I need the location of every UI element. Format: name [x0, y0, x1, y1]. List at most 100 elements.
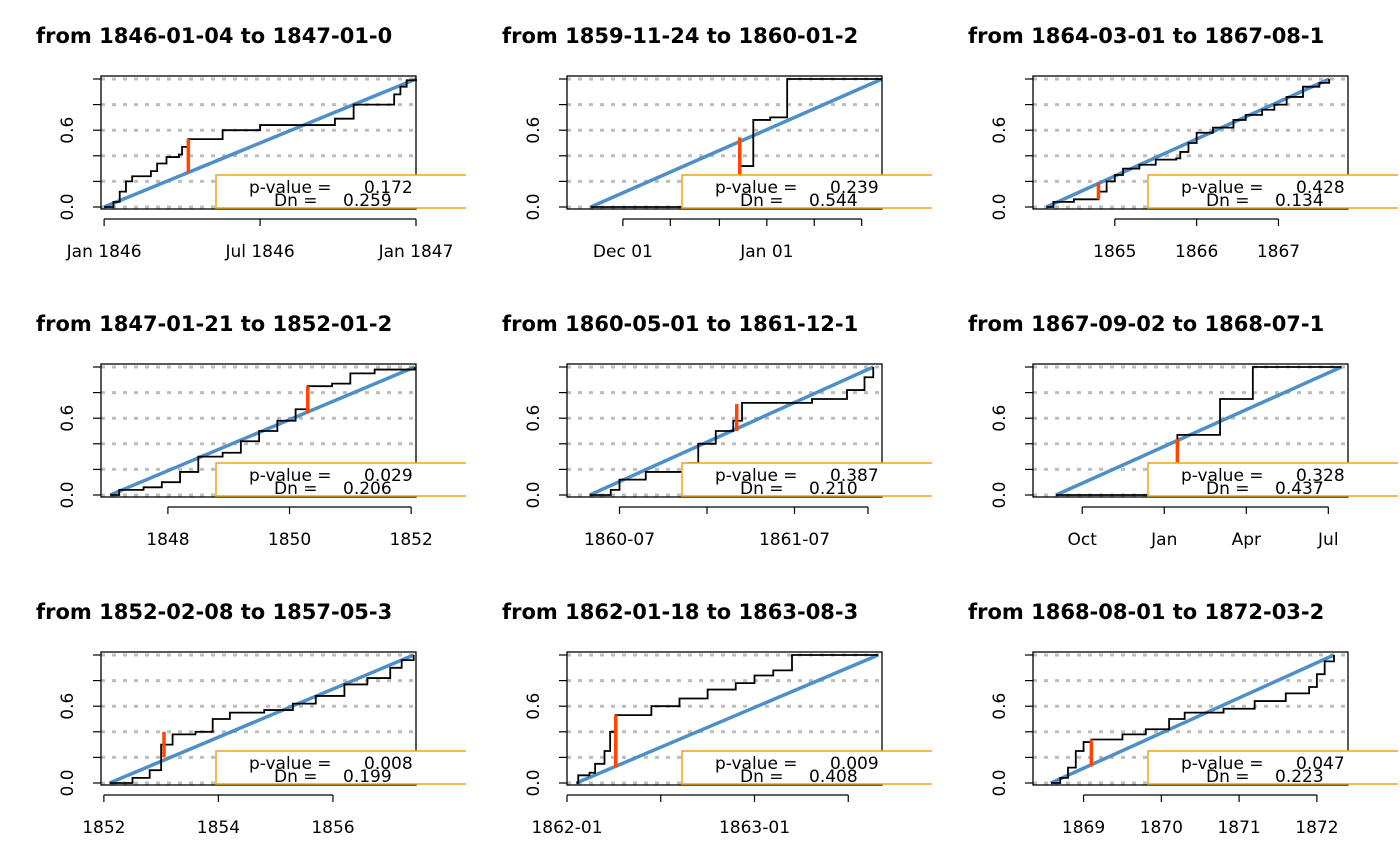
p-value-label: p-value = [249, 466, 332, 486]
chart-title: from 1846-01-04 to 1847-01-0 [36, 24, 393, 48]
p-value-label: p-value = [1181, 754, 1264, 774]
p-value-label: p-value = [715, 754, 798, 774]
x-tick-label: 1870 [1140, 818, 1183, 838]
plot-box [566, 363, 883, 498]
chart-panel: 0.0 0.6 1860-07 1861-07 p-value = 0.387 Dn = … [466, 288, 932, 576]
y-tick-label: 0.0 [990, 481, 1010, 508]
dn-label: Dn = [740, 479, 784, 499]
x-tick-label: 1852 [390, 530, 433, 550]
chart-panel: 0.0 0.6 1865 1866 1867 p-value = 0.428 Dn = 0.… [932, 0, 1398, 288]
chart-panel: 0.0 0.6 1869 1870 1871 1872 p-value = 0.047 Dn … [932, 576, 1398, 864]
chart-svg: 0.0 0.6 1869 1870 1871 1872 p-value = 0.047 Dn … [990, 651, 1398, 838]
ecdf-step-line [109, 655, 415, 784]
legend-box [1147, 750, 1398, 785]
dn-value: 0.408 [809, 767, 858, 787]
p-value-label: p-value = [1181, 178, 1264, 198]
ecdf-step-line [576, 654, 879, 784]
chart-title: from 1862-01-18 to 1863-08-3 [502, 600, 859, 624]
p-value-label: p-value = [715, 178, 798, 198]
dn-value: 0.223 [1275, 767, 1324, 787]
x-tick-label: 1854 [197, 818, 240, 838]
x-tick-label: Jan 1846 [66, 242, 142, 262]
chart-title: from 1864-03-01 to 1867-08-1 [968, 24, 1325, 48]
dn-label: Dn = [740, 767, 784, 787]
ecdf-step-line [1050, 655, 1335, 784]
chart-svg: 0.0 0.6 Dec 01 Jan 01 p-value = 0.239 Dn = 0.… [524, 75, 932, 262]
x-tick-label: 1860-07 [584, 530, 655, 550]
y-tick-label: 0.6 [58, 405, 78, 432]
legend-box [681, 462, 932, 497]
plot-box [1032, 363, 1349, 498]
y-tick-label: 0.6 [58, 117, 78, 144]
chart-svg: 0.0 0.6 1852 1854 1856 p-value = 0.008 Dn = 0.… [58, 651, 466, 838]
dn-label: Dn = [740, 191, 784, 211]
chart-title: from 1860-05-01 to 1861-12-1 [502, 312, 859, 336]
x-tick-label: 1867 [1257, 242, 1300, 262]
y-tick-label: 0.0 [524, 481, 544, 508]
x-tick-label: Jul [1317, 530, 1339, 550]
chart-svg: 0.0 0.6 1848 1850 1852 p-value = 0.029 Dn = 0.… [58, 363, 466, 550]
plot-box [100, 75, 417, 210]
p-value: 0.008 [364, 754, 413, 774]
y-tick-label: 0.6 [990, 117, 1010, 144]
dn-value: 0.134 [1275, 191, 1324, 211]
x-tick-label: Jan 1847 [378, 242, 454, 262]
p-value: 0.428 [1296, 178, 1345, 198]
y-tick-label: 0.6 [524, 405, 544, 432]
chart-title: from 1847-01-21 to 1852-01-2 [36, 312, 393, 336]
chart-panel: 0.0 0.6 1862-01 1863-01 p-value = 0.009 Dn = … [466, 576, 932, 864]
dn-value: 0.210 [809, 479, 858, 499]
ecdf-step-line [104, 79, 417, 208]
ecdf-step-line [110, 367, 416, 496]
x-tick-label: 1856 [311, 818, 354, 838]
chart-title: from 1867-09-02 to 1868-07-1 [968, 312, 1325, 336]
x-tick-label: 1869 [1062, 818, 1105, 838]
legend-box [215, 462, 466, 497]
p-value-label: p-value = [249, 754, 332, 774]
p-value: 0.029 [364, 466, 413, 486]
p-value-label: p-value = [249, 178, 332, 198]
chart-panel: 0.0 0.6 Dec 01 Jan 01 p-value = 0.239 Dn = 0.… [466, 0, 932, 288]
chart-panel: 0.0 0.6 Jan 1846 Jul 1846 Jan 1847 p-value = … [0, 0, 466, 288]
p-value: 0.047 [1296, 754, 1345, 774]
dn-label: Dn = [1206, 767, 1250, 787]
chart-title: from 1852-02-08 to 1857-05-3 [36, 600, 393, 624]
legend-box [215, 174, 466, 209]
x-tick-label: 1852 [82, 818, 125, 838]
dn-label: Dn = [274, 767, 318, 787]
y-tick-label: 0.0 [524, 193, 544, 220]
dn-value: 0.544 [809, 191, 858, 211]
x-tick-label: 1865 [1093, 242, 1136, 262]
y-tick-label: 0.6 [990, 693, 1010, 720]
x-tick-label: 1862-01 [531, 818, 602, 838]
x-tick-label: 1866 [1175, 242, 1218, 262]
x-tick-label: 1848 [146, 530, 189, 550]
uniform-cdf-line [590, 77, 883, 209]
dn-label: Dn = [1206, 479, 1250, 499]
p-value-label: p-value = [1181, 466, 1264, 486]
plot-box [1032, 75, 1349, 210]
x-tick-label: 1872 [1295, 818, 1338, 838]
y-tick-label: 0.0 [58, 481, 78, 508]
p-value: 0.009 [830, 754, 879, 774]
legend-box [215, 750, 466, 785]
p-value: 0.239 [830, 178, 879, 198]
dn-value: 0.259 [343, 191, 392, 211]
uniform-cdf-line [103, 77, 417, 209]
legend-box [1147, 174, 1398, 209]
plot-box [100, 363, 417, 498]
chart-title: from 1868-08-01 to 1872-03-2 [968, 600, 1325, 624]
dn-label: Dn = [274, 191, 318, 211]
x-tick-label: Jul 1846 [224, 242, 294, 262]
legend-box [681, 174, 932, 209]
x-tick-label: Jan 01 [739, 242, 793, 262]
x-tick-label: 1871 [1217, 818, 1260, 838]
p-value: 0.328 [1296, 466, 1345, 486]
uniform-cdf-line [1055, 365, 1343, 497]
dn-label: Dn = [1206, 191, 1250, 211]
x-tick-label: Dec 01 [593, 242, 653, 262]
chart-panel: 0.0 0.6 Oct Jan Apr Jul p-value = 0.328 Dn = 0.… [932, 288, 1398, 576]
plot-box [1032, 651, 1349, 786]
